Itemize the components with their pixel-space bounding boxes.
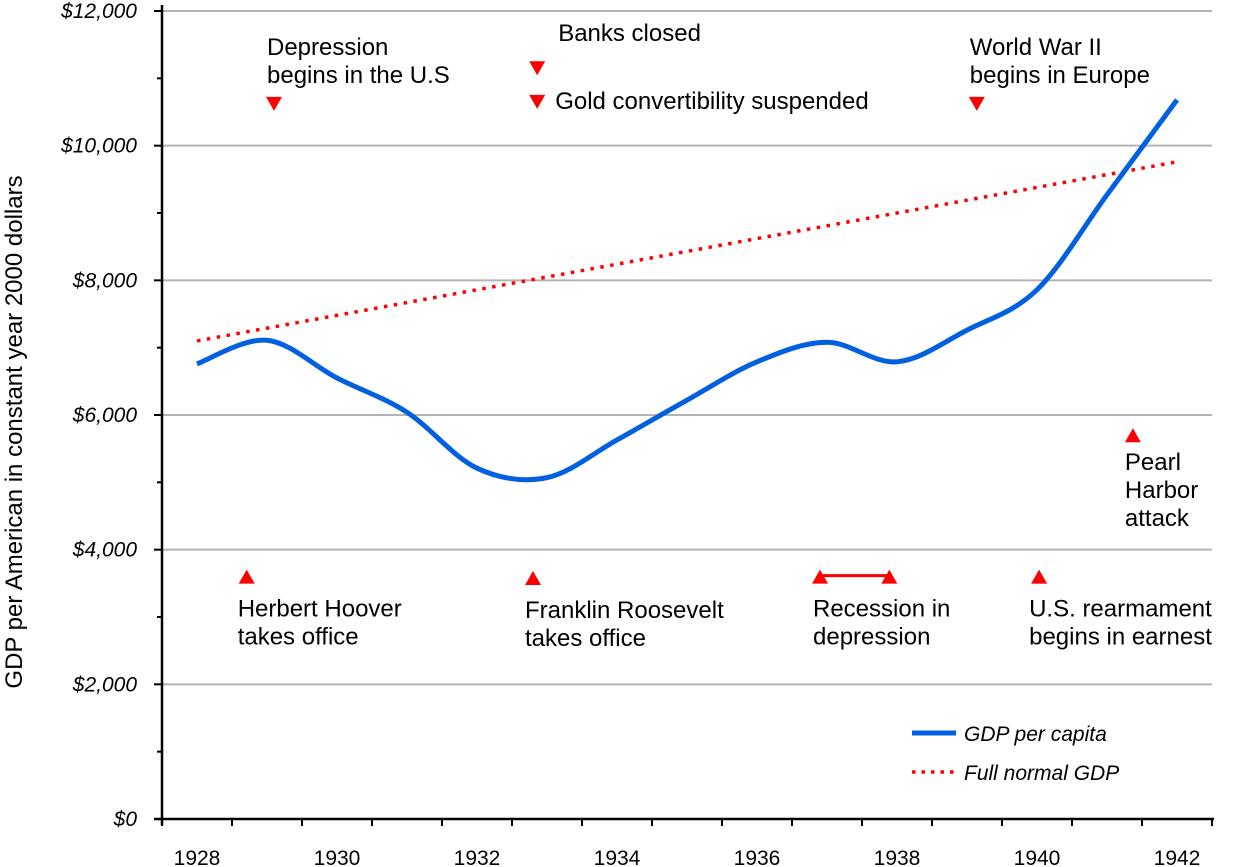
annotation-label: Pearl Harbor attack: [1125, 449, 1198, 532]
x-tick-label: 1940: [1014, 847, 1061, 867]
annotation-line: depression: [813, 624, 930, 651]
x-tick-label: 1942: [1154, 847, 1201, 867]
triangle-down-marker: [968, 96, 985, 111]
x-tick-label: 1936: [734, 847, 781, 867]
y-tick-label: $4,000: [72, 539, 138, 562]
gridlines: [162, 10, 1212, 686]
triangle-down-marker: [529, 94, 546, 109]
annotation-line: Harbor: [1125, 477, 1198, 504]
annotation-line: U.S. rearmament: [1029, 596, 1212, 623]
series-line-gdp-per-capita: [196, 98, 1180, 483]
triangle-up-marker: [881, 569, 898, 584]
annotation-line: Pearl: [1125, 449, 1181, 476]
y-tick-label: $0: [113, 808, 138, 831]
x-tick-label: 1934: [594, 847, 641, 867]
annotation-line: World War II: [970, 34, 1102, 61]
annotation-label: Franklin Roosevelt takes office: [525, 597, 724, 652]
annotation-label: Depression begins in the U.S: [267, 34, 450, 89]
annotation-label: Banks closed: [558, 20, 701, 47]
annotation-label: Gold convertibility suspended: [555, 88, 869, 115]
series-line-full-normal-gdp: [196, 160, 1178, 343]
annotation-line: Banks closed: [558, 20, 701, 47]
y-tick-label: $12,000: [60, 0, 137, 23]
x-tick-label: 1930: [314, 847, 361, 867]
triangle-down-marker: [529, 61, 546, 76]
annotation-label: Recession in depression: [813, 596, 950, 651]
annotation-line: Herbert Hoover: [238, 596, 402, 623]
triangle-up-marker: [812, 569, 828, 584]
annotation-line: begins in Europe: [970, 62, 1150, 89]
legend-label-gdp: GDP per capita: [964, 723, 1107, 746]
triangle-up-marker: [525, 570, 541, 585]
y-tick-label: $10,000: [60, 135, 137, 158]
annotation-label: U.S. rearmament begins in earnest: [1029, 596, 1212, 651]
y-tick-label: $8,000: [72, 269, 138, 292]
annotation-line: Gold convertibility suspended: [555, 88, 869, 115]
x-tick-label: 1932: [454, 847, 501, 867]
annotation-line: takes office: [238, 624, 359, 651]
annotation-line: begins in earnest: [1029, 624, 1212, 651]
annotation-line: Recession in: [813, 596, 950, 623]
annotation-line: Depression: [267, 34, 388, 61]
x-tick-label: 1928: [174, 847, 221, 867]
legend-label-normal: Full normal GDP: [964, 762, 1119, 785]
y-tick-label: $2,000: [72, 673, 138, 696]
axes: $0 $2,000 $4,000 $6,000 $8,000 $10,000 $12,000…: [60, 0, 1214, 867]
triangle-up-marker: [238, 569, 255, 584]
triangle-down-marker: [266, 96, 282, 111]
annotation-label: World War II begins in Europe: [970, 34, 1150, 89]
annotation-label: Herbert Hoover takes office: [238, 596, 402, 651]
triangle-up-marker: [1031, 569, 1048, 584]
legend: GDP per capita Full normal GDP: [912, 723, 1119, 785]
y-tick-label: $6,000: [72, 404, 138, 427]
annotations-layer: Depression begins in the U.S Banks closed G…: [238, 20, 1213, 652]
annotation-line: attack: [1125, 505, 1190, 532]
y-axis-label: GDP per American in constant year 2000 d…: [1, 175, 28, 688]
annotation-line: takes office: [525, 625, 646, 652]
triangle-up-marker: [1124, 428, 1141, 443]
x-tick-label: 1938: [874, 847, 921, 867]
series-layer: [196, 98, 1180, 483]
annotation-line: begins in the U.S: [267, 62, 450, 89]
annotation-line: Franklin Roosevelt: [525, 597, 724, 624]
